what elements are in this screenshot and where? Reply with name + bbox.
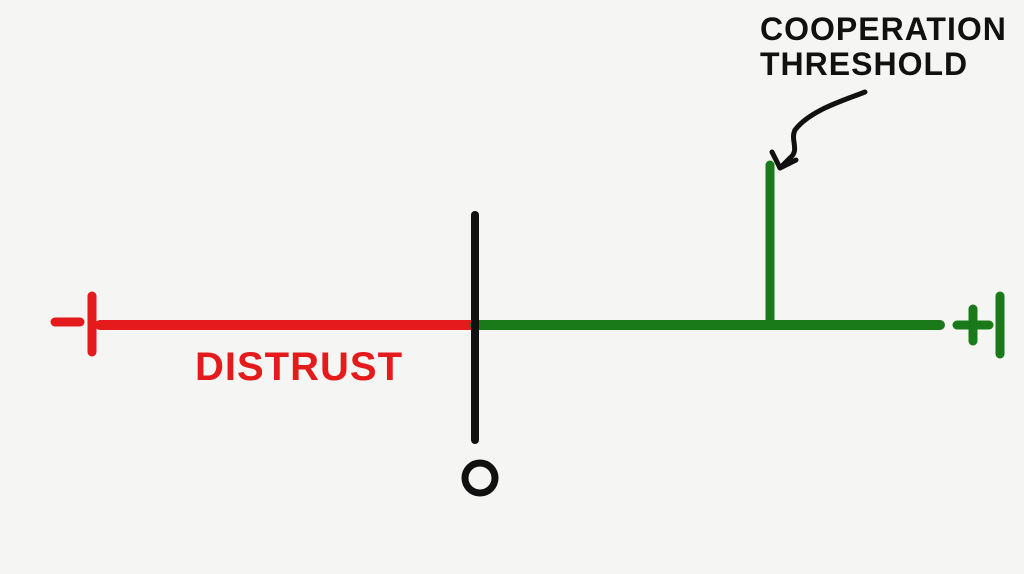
threshold-label: COOPERATION THRESHOLD — [760, 12, 1007, 82]
distrust-label: DISTRUST — [195, 345, 403, 389]
zero-label-circle — [465, 463, 495, 493]
diagram-canvas — [0, 0, 1024, 574]
callout-arrow-path — [780, 92, 865, 168]
